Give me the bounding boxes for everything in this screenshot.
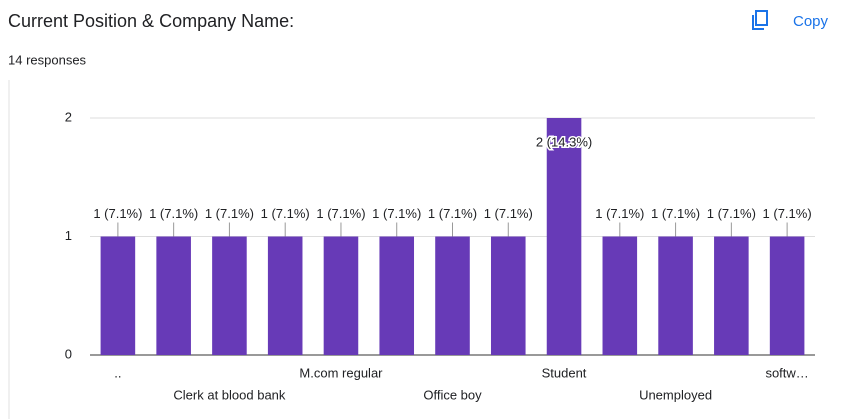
value-label: 1 (7.1%) [763,206,812,221]
bar [546,118,582,355]
y-tick-label: 1 [65,228,72,243]
value-label: 2 (14.3%) [536,134,592,149]
y-tick-label: 2 [65,109,72,124]
bar [435,236,470,355]
value-label: 1 (7.1%) [93,206,142,221]
response-count: 14 responses [8,52,87,67]
bar [379,236,415,355]
value-label: 1 (7.1%) [149,206,198,221]
bar [658,236,693,355]
bar [714,236,749,355]
question-title: Current Position & Company Name: [8,11,294,31]
value-label: 1 (7.1%) [595,206,644,221]
copy-button[interactable]: Copy [752,10,829,30]
value-label: 1 (7.1%) [428,206,477,221]
value-label: 1 (7.1%) [261,206,310,221]
copy-icon [755,10,768,26]
y-tick-label: 0 [65,346,72,361]
bar [156,236,191,355]
value-label: 1 (7.1%) [484,206,533,221]
x-tick-label: M.com regular [299,365,383,380]
bar [212,236,247,355]
copy-label: Copy [793,13,829,30]
x-tick-label: Student [542,365,587,380]
value-label: 1 (7.1%) [707,206,756,221]
bar [490,236,526,355]
value-label: 1 (7.1%) [651,206,700,221]
x-tick-label: softw… [765,365,808,380]
bar [602,236,638,355]
bar [323,236,359,355]
value-label: 1 (7.1%) [316,206,365,221]
bar [267,236,303,355]
value-label: 1 (7.1%) [372,206,421,221]
x-tick-label: .. [114,365,121,380]
bar [100,236,136,355]
x-tick-label: Office boy [423,387,482,402]
x-tick-label: Clerk at blood bank [173,387,286,402]
x-tick-label: Unemployed [639,387,712,402]
copy-icon-back [752,15,764,30]
bar [769,236,805,355]
value-label: 1 (7.1%) [205,206,254,221]
